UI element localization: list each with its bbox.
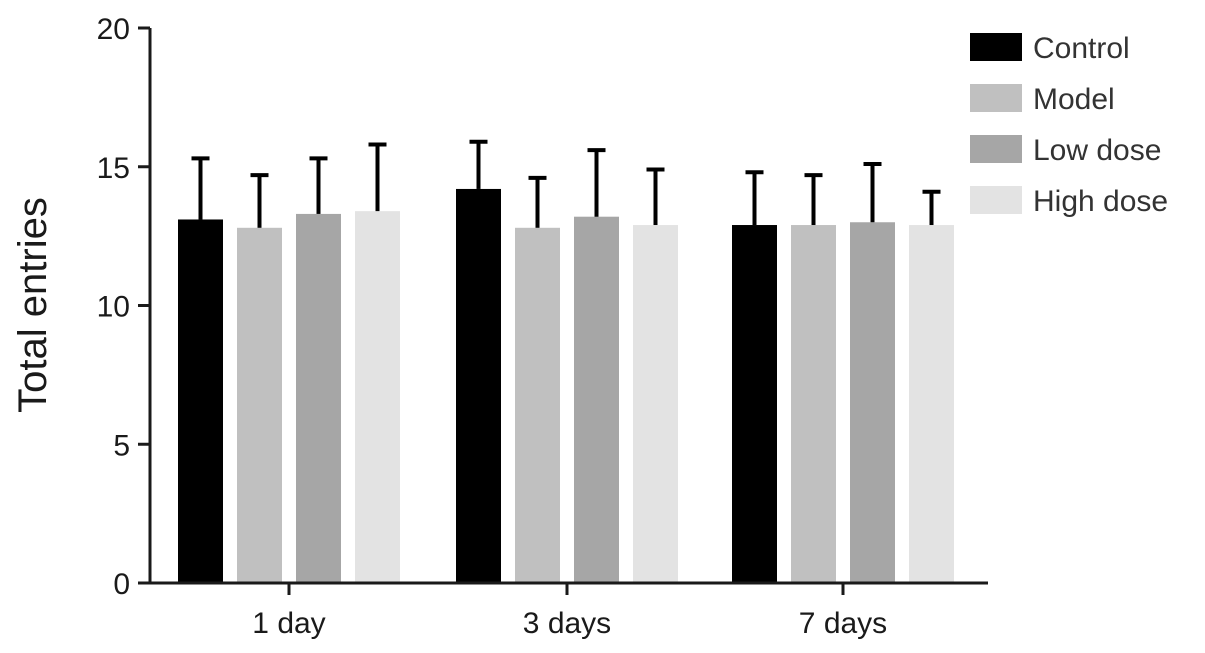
error-bars-layer — [191, 139, 941, 228]
y-tick-label: 15 — [97, 152, 130, 185]
bars-layer — [178, 188, 954, 584]
legend-label: Low dose — [1033, 134, 1161, 167]
y-tick-label: 0 — [113, 568, 130, 601]
bar-high-dose — [909, 225, 954, 583]
legend-label: Control — [1033, 32, 1130, 65]
bar-control — [178, 219, 223, 583]
x-ticks: 1 day 3 days 7 days — [252, 583, 887, 640]
legend-swatch — [970, 186, 1022, 214]
bar-high-dose — [355, 211, 400, 583]
x-tick-label: 7 days — [799, 607, 887, 640]
legend-label: Model — [1033, 83, 1115, 116]
y-ticks: 0 5 10 15 20 — [97, 13, 150, 601]
bar-high-dose — [633, 225, 678, 583]
legend-swatch — [970, 33, 1022, 61]
bar-low-dose — [296, 213, 341, 584]
bar-model — [791, 225, 836, 583]
bar-control — [732, 225, 777, 583]
legend-swatch — [970, 84, 1022, 112]
y-axis-label: Total entries — [11, 197, 55, 413]
y-tick-label: 10 — [97, 291, 130, 324]
y-tick-label: 5 — [113, 429, 130, 462]
legend-swatch — [970, 135, 1022, 163]
x-tick-label: 3 days — [523, 607, 611, 640]
bar-model — [237, 227, 282, 584]
bar-low-dose — [574, 216, 619, 583]
y-tick-label: 20 — [97, 13, 130, 46]
bar-model — [515, 227, 560, 584]
plot-area — [178, 139, 954, 584]
legend: Control Model Low dose High dose — [970, 32, 1168, 218]
x-tick-label: 1 day — [252, 607, 325, 640]
legend-label: High dose — [1033, 185, 1168, 218]
bar-low-dose — [850, 222, 895, 583]
bar-control — [456, 188, 501, 583]
